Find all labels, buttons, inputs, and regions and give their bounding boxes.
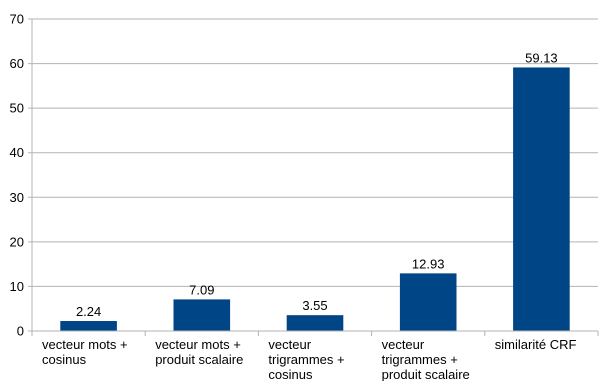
category-label-line: vecteur mots +: [155, 337, 241, 352]
category-label: vecteur trigrammes + cosinus: [268, 337, 344, 381]
data-label: 3.55: [302, 298, 327, 313]
bar: [286, 315, 344, 331]
bars: [60, 67, 570, 331]
y-tick-label: 60: [10, 56, 24, 71]
y-tick-label: 30: [10, 190, 24, 205]
category-label-line: cosinus: [268, 367, 313, 381]
category-label-line: vecteur: [382, 337, 425, 352]
y-axis-ticks: 0 10 20 30 40 50 60 70: [10, 12, 24, 339]
data-label: 59.13: [525, 50, 558, 65]
category-label-line: cosinus: [42, 352, 87, 367]
category-label-line: trigrammes +: [268, 352, 344, 367]
data-labels: 2.24 7.09 3.55 12.93 59.13: [76, 50, 558, 319]
y-tick-label: 20: [10, 234, 24, 249]
category-label-line: produit scalaire: [155, 352, 243, 367]
data-label: 7.09: [189, 282, 214, 297]
bar: [173, 299, 231, 331]
gridlines: [28, 18, 598, 332]
category-label-line: vecteur: [268, 337, 311, 352]
y-tick-label: 0: [17, 324, 24, 339]
category-label: vecteur trigrammes + produit scalaire: [382, 337, 470, 381]
y-tick-label: 10: [10, 279, 24, 294]
category-label-line: vecteur mots +: [42, 337, 128, 352]
y-tick-label: 40: [10, 145, 24, 160]
bar: [513, 67, 570, 331]
x-axis: [28, 19, 599, 336]
data-label: 12.93: [412, 256, 445, 271]
bar: [399, 273, 457, 331]
bar: [60, 321, 117, 331]
category-label: similarité CRF: [495, 337, 577, 352]
category-label: vecteur mots + produit scalaire: [155, 337, 243, 367]
category-label-line: produit scalaire: [382, 367, 470, 381]
category-label: vecteur mots + cosinus: [42, 337, 128, 367]
y-tick-label: 50: [10, 101, 24, 116]
category-label-line: trigrammes +: [382, 352, 458, 367]
data-label: 2.24: [76, 304, 101, 319]
y-tick-label: 70: [10, 12, 24, 27]
category-label-line: similarité CRF: [495, 337, 577, 352]
